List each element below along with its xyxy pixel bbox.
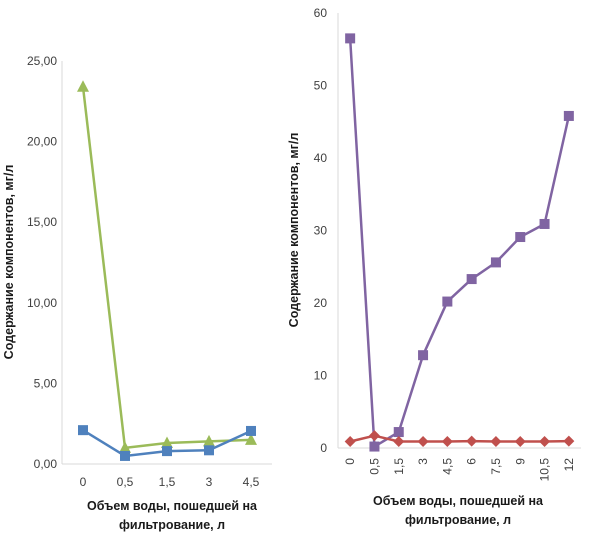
data-point xyxy=(442,296,453,307)
data-point xyxy=(539,435,551,447)
left-chart: 0,00 5,00 10,00 15,00 20,00 25,00 0 0,5 1,5 3 4,5 С… xyxy=(2,54,272,532)
data-point xyxy=(245,433,257,445)
data-point xyxy=(162,446,172,457)
x-axis-title-line: фильтрование, л xyxy=(119,518,225,532)
series-0 xyxy=(345,33,574,452)
x-tick-label: 3 xyxy=(206,475,213,489)
data-point xyxy=(77,80,89,92)
data-point xyxy=(120,450,130,461)
data-point xyxy=(417,435,429,447)
y-tick-label: 25,00 xyxy=(27,54,57,68)
y-tick-label: 50 xyxy=(314,79,328,93)
x-tick-label: 3 xyxy=(416,458,430,465)
data-point xyxy=(418,350,429,361)
series-1 xyxy=(78,425,256,461)
data-point xyxy=(119,441,131,453)
data-point xyxy=(515,232,526,243)
data-point xyxy=(204,445,214,456)
x-tick-label: 7,5 xyxy=(489,458,503,475)
data-point xyxy=(539,218,550,229)
y-tick-label: 10,00 xyxy=(27,296,57,310)
data-point xyxy=(246,425,256,436)
series-line xyxy=(348,38,571,448)
x-tick-label: 10,5 xyxy=(538,458,552,482)
x-tick-label: 12 xyxy=(562,458,576,472)
data-point xyxy=(466,435,478,447)
x-tick-label: 4,5 xyxy=(243,475,260,489)
data-point xyxy=(369,441,380,452)
data-point xyxy=(490,257,501,268)
x-axis-title-line: Объем воды, пошедшей на xyxy=(87,499,258,513)
data-point xyxy=(344,435,356,447)
x-tick-label: 1,5 xyxy=(159,475,176,489)
data-point xyxy=(466,274,477,285)
series-1 xyxy=(344,430,575,447)
right-chart: 0 10 20 30 40 50 60 0 0,5 1,5 3 4,5 6 7,5 9 10,5 12 Содер… xyxy=(287,6,581,527)
x-tick-label: 0,5 xyxy=(367,458,381,475)
x-tick-label: 1,5 xyxy=(392,458,406,475)
series-0 xyxy=(77,80,257,453)
data-point xyxy=(514,435,526,447)
y-tick-label: 20,00 xyxy=(27,135,57,149)
y-tick-label: 20 xyxy=(314,296,328,310)
y-tick-label: 10 xyxy=(314,369,328,383)
y-axis-title: Содержание компонентов, мг/л xyxy=(287,133,301,328)
y-tick-label: 5,00 xyxy=(34,376,58,390)
data-point xyxy=(368,430,380,442)
x-tick-label: 0 xyxy=(343,458,357,465)
y-tick-label: 30 xyxy=(314,224,328,238)
y-tick-label: 60 xyxy=(314,6,328,20)
y-tick-label: 15,00 xyxy=(27,215,57,229)
data-point xyxy=(78,425,88,436)
x-tick-label: 0,5 xyxy=(117,475,134,489)
series-line xyxy=(81,86,252,450)
data-point xyxy=(345,33,356,44)
x-axis-title-line: фильтрование, л xyxy=(405,513,511,527)
y-tick-label: 0,00 xyxy=(34,457,58,471)
y-tick-label: 0 xyxy=(320,441,327,455)
x-tick-label: 4,5 xyxy=(440,458,454,475)
data-point xyxy=(490,435,502,447)
data-point xyxy=(203,434,215,447)
data-point xyxy=(161,436,173,449)
data-point xyxy=(393,435,405,447)
x-axis-title-line: Объем воды, пошедшей на xyxy=(373,494,544,508)
data-point xyxy=(563,110,574,121)
data-point xyxy=(563,435,575,447)
y-tick-label: 40 xyxy=(314,151,328,165)
x-tick-label: 6 xyxy=(465,458,479,465)
x-tick-label: 0 xyxy=(80,475,87,489)
x-tick-label: 9 xyxy=(513,458,527,465)
data-point xyxy=(393,427,404,438)
series-line xyxy=(349,434,569,443)
data-point xyxy=(441,435,453,447)
y-axis-title: Содержание компонентов, мг/л xyxy=(2,165,16,360)
